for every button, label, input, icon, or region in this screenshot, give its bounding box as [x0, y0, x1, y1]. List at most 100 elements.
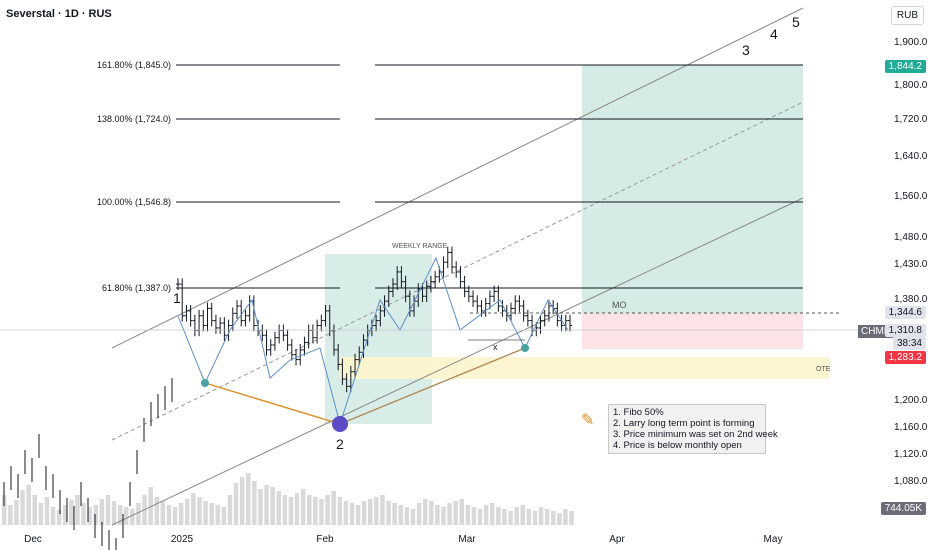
volume-bar [130, 509, 135, 525]
volume-bar [569, 511, 574, 525]
y-tick-label: 1,900.0 [894, 37, 928, 48]
volume-bar [178, 503, 184, 525]
volume-bar [81, 503, 86, 525]
volume-bar [526, 509, 532, 525]
volume-bar [422, 499, 428, 525]
volume-bar [105, 495, 111, 525]
fib-label: 138.00% (1,724.0) [97, 114, 171, 124]
volume-bar [8, 505, 13, 525]
y-tick-label: 1,160.0 [894, 422, 928, 433]
volume-bar [483, 505, 489, 525]
volume-bar [477, 509, 483, 525]
countdown-badge: 38:34 [892, 337, 926, 350]
volume-bar [56, 510, 62, 525]
volume-bar [294, 493, 300, 525]
orange-line-1 [204, 382, 341, 425]
volume-bar [50, 507, 56, 525]
y-tick-label: 1,480.0 [894, 232, 928, 243]
volume-bar [386, 501, 391, 525]
volume-bar [87, 507, 92, 525]
weekly-range-label: WEEKLY RANGE [392, 243, 448, 250]
volume-bar [227, 495, 233, 525]
pencil-icon: ✎ [581, 412, 595, 429]
ote-zone [340, 357, 830, 379]
volume-bar [300, 489, 306, 525]
volume-bar [270, 487, 275, 525]
volume-bar [111, 501, 117, 525]
volume-bar [233, 483, 239, 525]
weekly-range-zone [325, 254, 432, 424]
volume-bar [538, 507, 544, 525]
volume-bar [496, 507, 501, 525]
wave-label-3: 3 [742, 42, 750, 58]
volume-bar [185, 499, 190, 525]
volume-bar [514, 507, 519, 525]
x-tick-label: May [764, 534, 783, 545]
chart-title: Severstal · 1D · RUS [6, 8, 112, 20]
volume-bar [307, 495, 312, 525]
volume-bar [264, 485, 269, 525]
volume-bar [410, 509, 416, 525]
volume-bar [557, 513, 562, 525]
volume-bar [392, 503, 397, 525]
ote-label: OTE [816, 366, 831, 373]
wave-label-5: 5 [792, 14, 800, 30]
y-tick-label: 1,640.0 [894, 151, 928, 162]
volume-bar [148, 487, 153, 525]
y-tick-label: 1,720.0 [894, 114, 928, 125]
last-price-badge: 1,310.8 [884, 324, 926, 337]
volume-bar [191, 493, 196, 525]
volume-bar [551, 511, 556, 525]
note-line-3: 3. Price minimum was set on 2nd week [613, 429, 778, 440]
pivot-point-2 [332, 416, 348, 432]
volume-bar [288, 497, 294, 525]
volume-bar [209, 503, 214, 525]
volume-bar [441, 507, 446, 525]
zones [325, 65, 830, 424]
volume-bar [563, 509, 568, 525]
volume-bars [2, 473, 574, 525]
volume-bar [276, 491, 281, 525]
target-zone [582, 65, 803, 313]
stop-price-badge: 1,283.2 [884, 351, 926, 364]
pivot-point-3 [521, 344, 529, 352]
y-tick-label: 1,800.0 [894, 80, 928, 91]
y-tick-label: 1,560.0 [894, 191, 928, 202]
volume-bar [349, 503, 355, 525]
channel-mid [111, 101, 804, 441]
target-price-badge: 1,844.2 [884, 60, 926, 73]
volume-bar [471, 507, 477, 525]
volume-bar [313, 497, 318, 525]
notes-box[interactable]: 1. Fibo 50% 2. Larry long term point is … [608, 404, 778, 454]
volume-bar [117, 505, 123, 525]
volume-bar [447, 503, 452, 525]
volume-bar [136, 503, 141, 525]
volume-bar [453, 501, 458, 525]
fib-label: 100.00% (1,546.8) [97, 197, 171, 207]
volume-bar [325, 495, 330, 525]
fib-label: 61.80% (1,387.0) [102, 283, 171, 293]
volume-bar [520, 505, 525, 525]
volume-bar [14, 500, 19, 525]
volume-bar [252, 481, 257, 525]
volume-bar [124, 507, 129, 525]
volume-bar [99, 499, 105, 525]
x-tick-label: Feb [316, 534, 334, 545]
blue-line-2 [339, 347, 526, 425]
currency-button[interactable]: RUB [890, 6, 924, 25]
x-tick-label: Dec [24, 534, 42, 545]
y-tick-label: 1,200.0 [894, 395, 928, 406]
volume-bar [361, 501, 367, 525]
note-line-2: 2. Larry long term point is forming [613, 418, 755, 429]
volume-bar [502, 509, 507, 525]
y-tick-label: 1,430.0 [894, 259, 928, 270]
wave-label-1: 1 [173, 290, 181, 306]
volume-bar [203, 501, 208, 525]
x-axis: Dec 2025 Feb Mar Apr May [24, 534, 782, 545]
volume-bar [75, 495, 80, 525]
wave-label-4: 4 [770, 26, 778, 42]
wave-label-2: 2 [336, 436, 344, 452]
volume-bar [459, 499, 464, 525]
fib-label: 161.80% (1,845.0) [97, 60, 171, 70]
